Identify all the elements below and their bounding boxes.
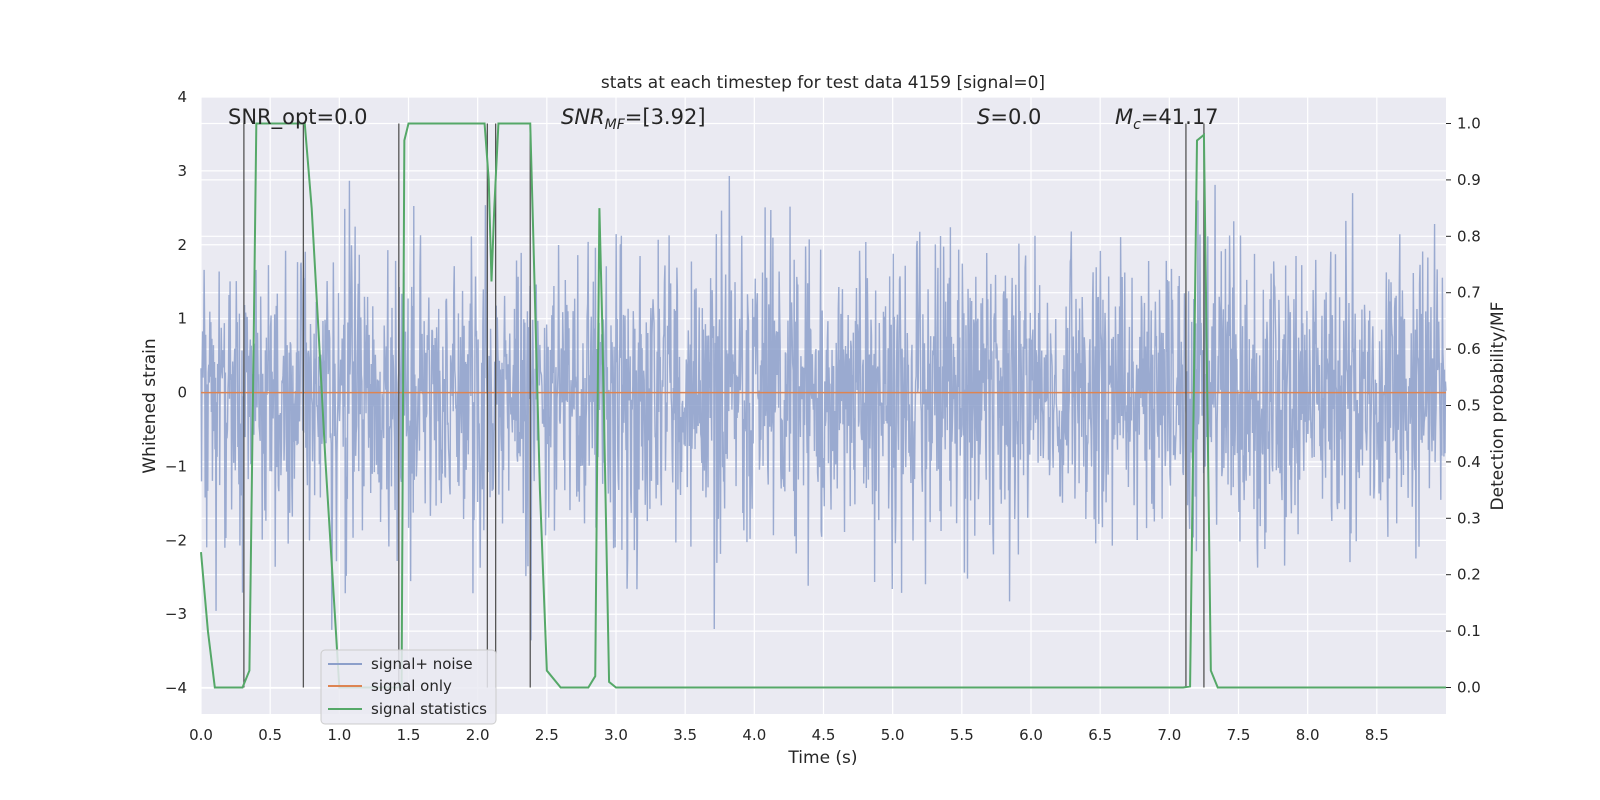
y-tick-label-right: 0.1 [1457, 622, 1481, 640]
y-tick-label-left: −4 [165, 679, 187, 697]
y-tick-label-left: −1 [165, 457, 187, 475]
legend-label-signal-statistics: signal statistics [371, 700, 487, 718]
annotation-mc: Mc=41.17 [1115, 105, 1219, 133]
y-tick-labels-left: 4 3 2 1 0 −1 −2 −3 −4 [165, 88, 187, 697]
x-tick-label: 2.0 [466, 726, 490, 744]
x-tick-label: 6.5 [1088, 726, 1112, 744]
annotation-snr-opt: SNR_opt=0.0 [228, 105, 368, 130]
y-tick-label-right: 0.6 [1457, 340, 1481, 358]
chart-title: stats at each timestep for test data 415… [601, 73, 1045, 93]
y-tick-label-left: −2 [165, 531, 187, 549]
legend-box [320, 649, 497, 725]
y-tick-label-right: 0.0 [1457, 678, 1481, 696]
x-tick-label: 1.0 [327, 726, 351, 744]
y-tick-label-right: 0.2 [1457, 566, 1481, 584]
x-tick-label: 4.0 [742, 726, 766, 744]
y-tick-label-right: 1.0 [1457, 115, 1481, 133]
x-axis-label: Time (s) [787, 748, 857, 768]
x-tick-label: 0.0 [189, 726, 213, 744]
y-tick-label-left: 3 [177, 162, 187, 180]
y-axis-label-right: Detection probability/MF [1488, 302, 1508, 511]
legend-label-signal-only: signal only [371, 677, 452, 695]
x-tick-label: 7.5 [1227, 726, 1251, 744]
y-tick-label-left: −3 [165, 605, 187, 623]
x-tick-label: 3.0 [604, 726, 628, 744]
y-tick-label-left: 1 [177, 310, 187, 328]
y-tick-label-right: 0.4 [1457, 453, 1481, 471]
y-tick-label-right: 0.7 [1457, 284, 1481, 302]
y-tick-label-right: 0.3 [1457, 509, 1481, 527]
legend: signal+ noise signal only signal statist… [320, 649, 497, 725]
y-tick-label-left: 4 [177, 88, 187, 106]
x-tick-label: 7.0 [1157, 726, 1181, 744]
x-tick-label: 4.5 [812, 726, 836, 744]
x-tick-label: 2.5 [535, 726, 559, 744]
x-tick-label: 5.0 [881, 726, 905, 744]
y-axis-label-left: Whitened strain [140, 338, 160, 473]
y-tick-label-right: 0.5 [1457, 397, 1481, 415]
y-tick-label-left: 0 [177, 384, 187, 402]
vertical-markers [243, 123, 1205, 688]
x-tick-label: 3.5 [673, 726, 697, 744]
y-tick-labels-right: 1.0 0.9 0.8 0.7 0.6 0.5 0.4 0.3 0.2 0.1 0.0 [1446, 115, 1481, 696]
signal-noise-series [200, 175, 1447, 641]
annotation-snr-mf: SNRMF=[3.92] [561, 105, 706, 133]
legend-label-signal-noise: signal+ noise [371, 655, 473, 673]
signal-noise-line [200, 175, 1447, 641]
x-tick-label: 8.5 [1365, 726, 1389, 744]
x-tick-label: 8.0 [1296, 726, 1320, 744]
x-tick-label: 1.5 [397, 726, 421, 744]
y-tick-label-left: 2 [177, 236, 187, 254]
y-tick-label-right: 0.9 [1457, 171, 1481, 189]
x-tick-labels: 0.0 0.5 1.0 1.5 2.0 2.5 3.0 3.5 4.0 4.5 5.0 5.5 6.0 6… [189, 726, 1389, 744]
annotation-s: S=0.0 [977, 105, 1041, 129]
x-tick-label: 6.0 [1019, 726, 1043, 744]
x-tick-label: 5.5 [950, 726, 974, 744]
y-tick-label-right: 0.8 [1457, 227, 1481, 245]
grid-layer [200, 96, 1446, 714]
signal-statistics-series [200, 122, 1446, 689]
signal-statistics-line [200, 122, 1446, 689]
x-tick-label: 0.5 [258, 726, 282, 744]
